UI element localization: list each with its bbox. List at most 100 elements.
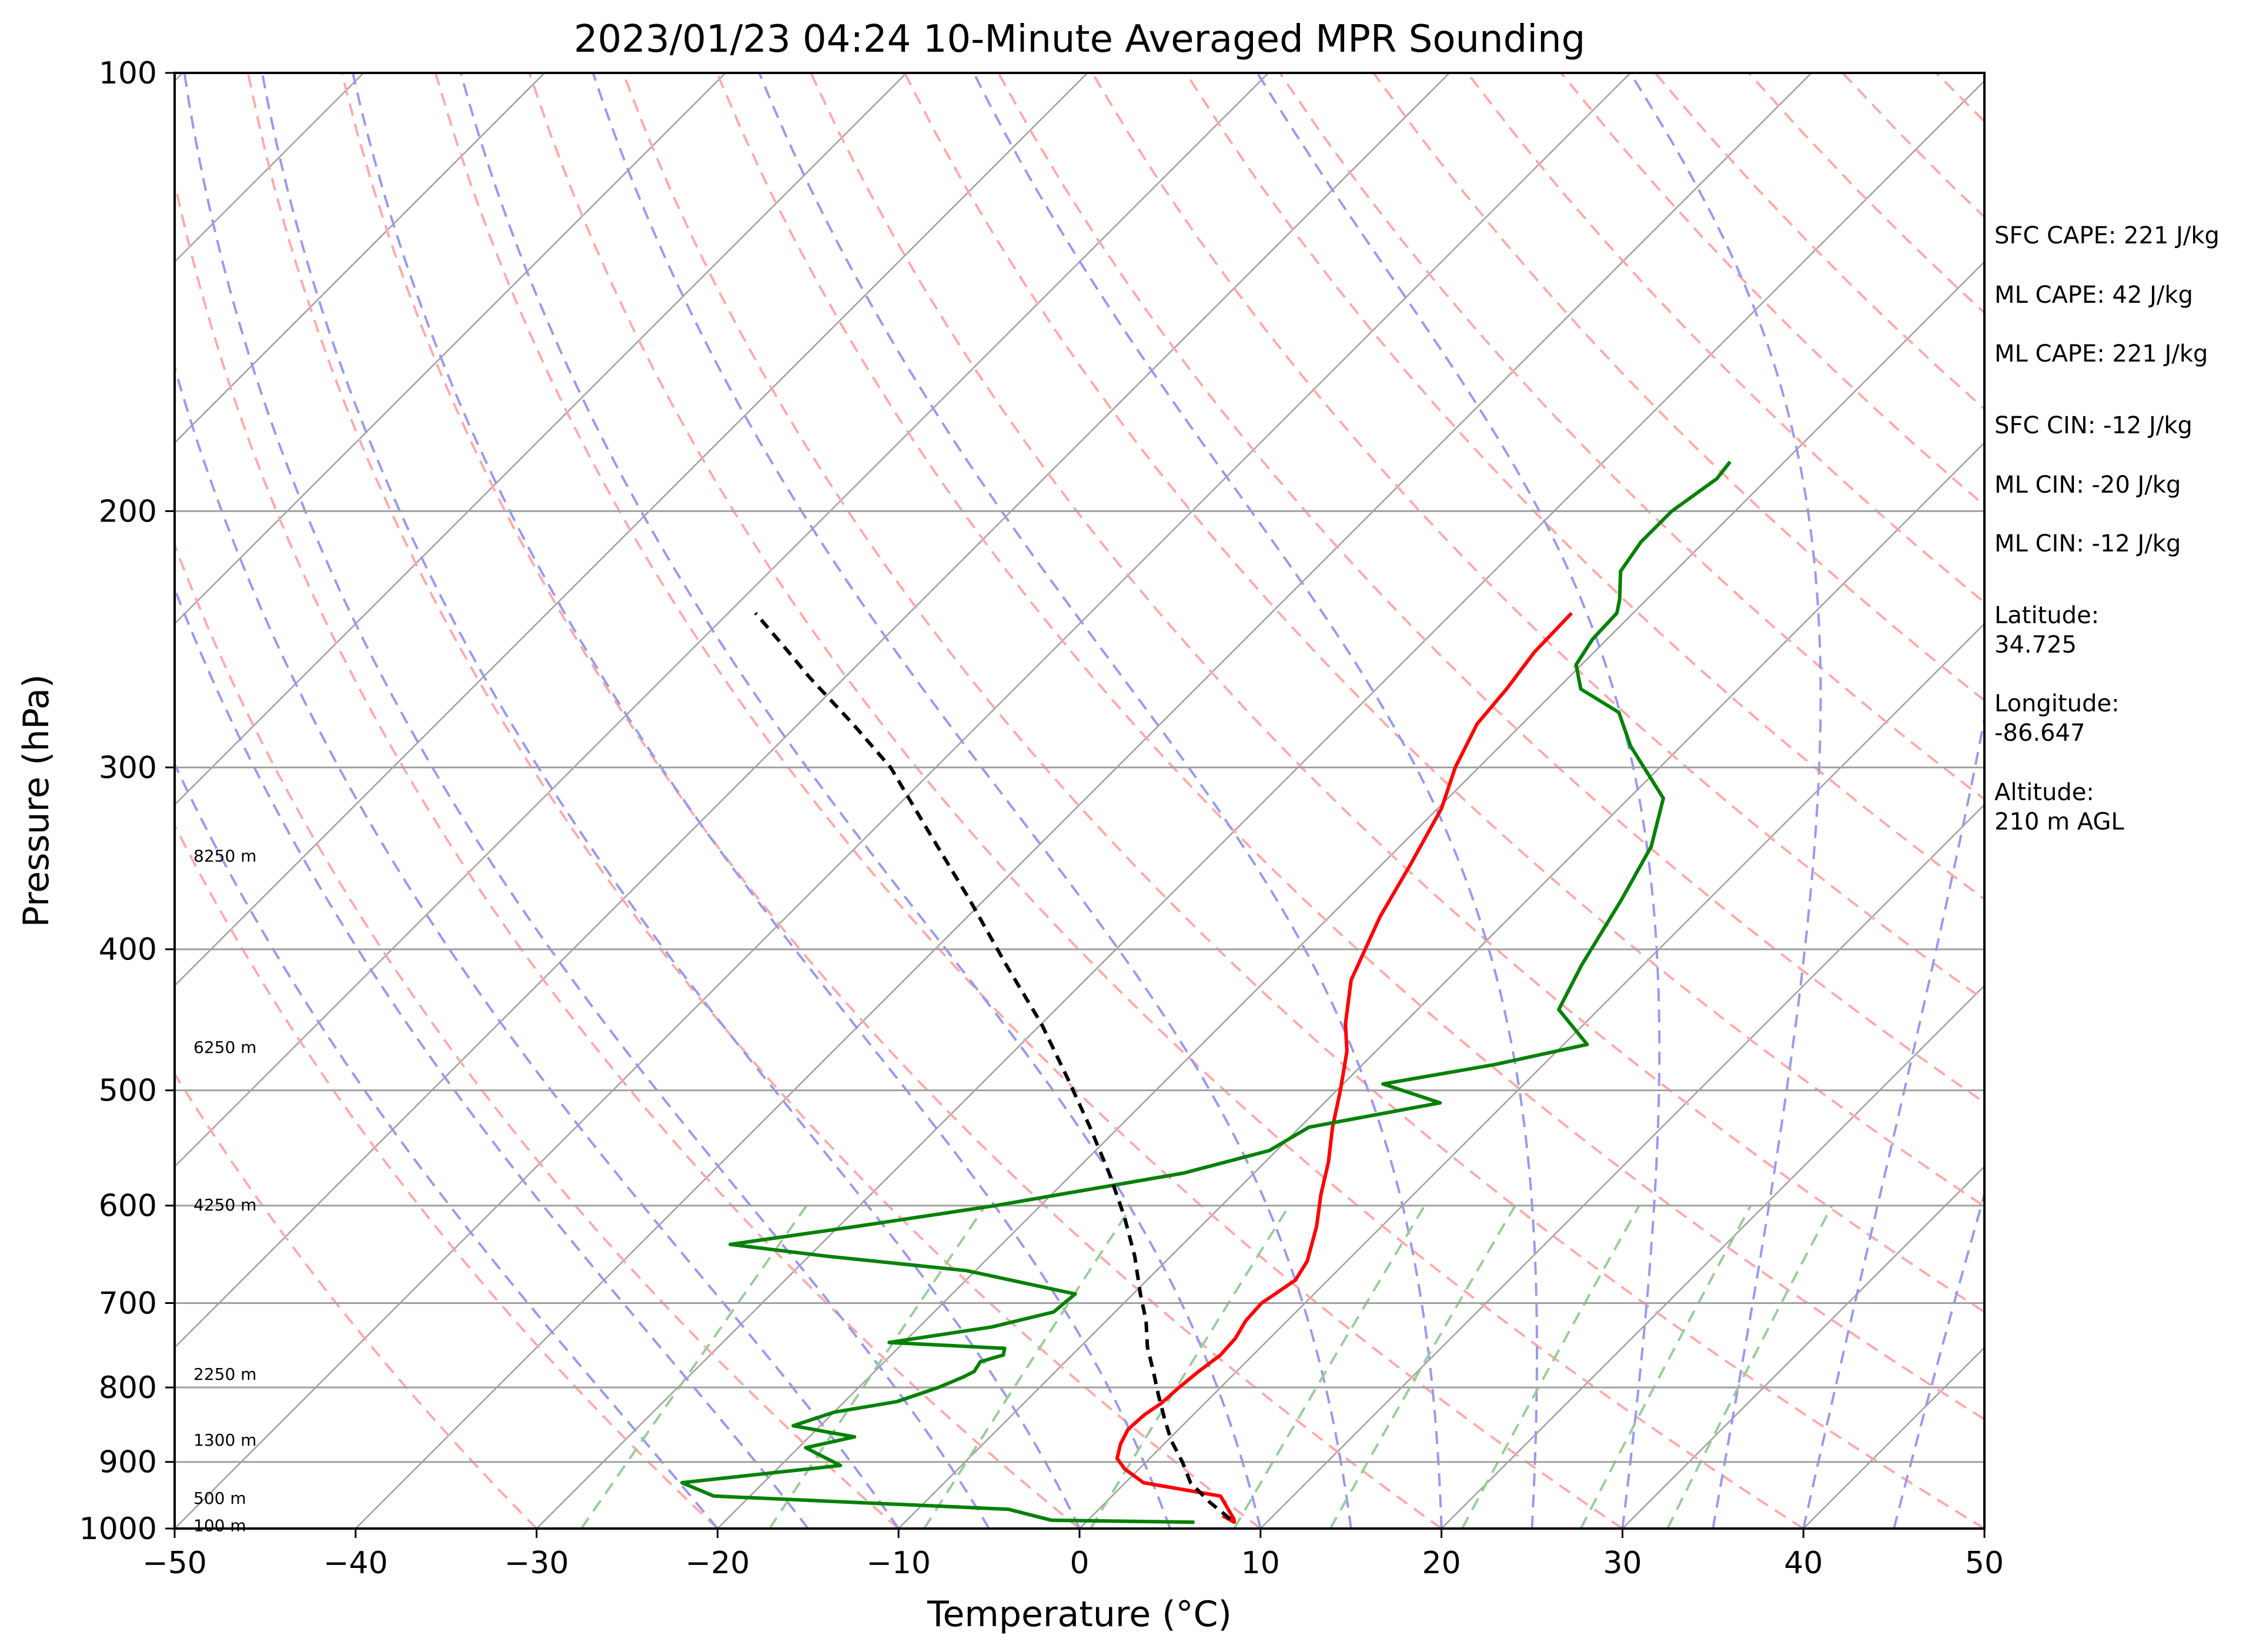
moist-adiabat-line	[175, 586, 809, 1529]
y-axis-label: Pressure (hPa)	[16, 674, 57, 927]
x-tick-label: −50	[142, 1546, 207, 1581]
dry-adiabat-line	[434, 73, 1623, 1529]
sfc-cin-text: SFC CIN: -12 J/kg	[1994, 412, 2193, 439]
dry-adiabat-line	[903, 73, 1984, 1208]
y-tick-label: 500	[99, 1074, 157, 1109]
height-label: 8250 m	[193, 847, 256, 866]
moist-adiabat-line	[1893, 1190, 1984, 1529]
dry-adiabat-line	[528, 73, 1804, 1529]
isotherm-line	[898, 442, 1984, 1529]
moist-adiabat-line	[1802, 713, 1984, 1529]
sfc-cape-text: SFC CAPE: 221 J/kg	[1994, 222, 2220, 249]
isotherm-line	[175, 73, 1088, 987]
x-tick-label: 30	[1603, 1546, 1642, 1581]
moist-adiabat-line	[175, 761, 719, 1529]
mixing-ratio-line	[1233, 1205, 1426, 1529]
mixing-ratio-line	[768, 1205, 987, 1529]
dry-adiabat-line	[175, 541, 900, 1529]
dry-adiabat-line	[246, 73, 1262, 1529]
isotherm-line	[1441, 984, 1984, 1529]
dry-adiabat-line	[175, 1071, 538, 1529]
ml-cin-text: ML CIN: -20 J/kg	[1994, 471, 2181, 499]
x-axis-label: Temperature (°C)	[927, 1594, 1232, 1635]
mixing-ratio-line	[923, 1205, 1133, 1529]
dry-adiabat-line	[997, 73, 1984, 1104]
x-tick-label: 10	[1241, 1546, 1280, 1581]
dry-adiabat-line	[340, 73, 1442, 1529]
y-tick-label: 100	[99, 56, 157, 91]
latitude-value: 34.725	[1994, 631, 2077, 658]
y-tick-label: 800	[99, 1370, 157, 1406]
isotherm-line	[355, 73, 1812, 1529]
isotherm-line	[175, 73, 1451, 1349]
isotherm-line	[175, 73, 907, 806]
data-series	[680, 460, 1732, 1524]
y-tick-label: 200	[99, 494, 157, 529]
x-tick-label: −30	[504, 1546, 569, 1581]
y-tick-label: 600	[99, 1189, 157, 1224]
moist-adiabat-line	[183, 73, 990, 1529]
y-tick-label: 900	[99, 1445, 157, 1480]
longitude-label: Longitude:	[1994, 690, 2119, 717]
parcel-line	[754, 611, 1232, 1521]
x-tick-label: −10	[866, 1546, 931, 1581]
dry-adiabat-line	[716, 73, 1984, 1421]
dry-adiabat-line	[621, 73, 1984, 1529]
isotherm-line	[1622, 1165, 1984, 1529]
isotherm-line	[175, 73, 726, 625]
dry-adiabat-line	[175, 822, 719, 1529]
isotherm-line	[175, 73, 546, 444]
dry-adiabat-line	[810, 73, 1984, 1313]
y-tick-label: 700	[99, 1286, 157, 1321]
isotherm-line	[1079, 623, 1984, 1529]
x-tick-label: 40	[1784, 1546, 1823, 1581]
mixing-ratio-line	[1329, 1205, 1516, 1529]
ml-cape-text-2: ML CAPE: 221 J/kg	[1994, 340, 2208, 367]
dry-adiabat-line	[175, 177, 1081, 1529]
y-tick-label: 400	[99, 932, 157, 968]
moist-adiabat-line	[351, 73, 1171, 1529]
moist-adiabat-line	[260, 73, 1081, 1529]
side-annotations: SFC CAPE: 221 J/kg ML CAPE: 42 J/kg ML C…	[1994, 222, 2220, 835]
height-label: 2250 m	[193, 1365, 256, 1384]
x-tick-label: 50	[1965, 1546, 2004, 1581]
y-tick-label: 300	[99, 750, 157, 785]
height-label: 6250 m	[193, 1038, 256, 1057]
moist-adiabat-line	[175, 363, 900, 1529]
ml-cin-text-2: ML CIN: -12 J/kg	[1994, 530, 2181, 557]
dry-adiabat-line	[1278, 73, 1984, 801]
temperature-line	[1115, 611, 1573, 1524]
mixing-ratio-line	[1090, 1205, 1291, 1529]
dewpoint-line	[680, 460, 1732, 1524]
isotherm-line	[175, 73, 1631, 1529]
dry-adiabat-line	[1091, 73, 1984, 1002]
altitude-label: Altitude:	[1994, 779, 2094, 806]
x-tick-label: 0	[1070, 1546, 1089, 1581]
latitude-label: Latitude:	[1994, 602, 2099, 629]
moist-adiabat-line	[1629, 73, 1822, 1529]
isotherm-line	[1259, 804, 1984, 1529]
height-label: 500 m	[193, 1489, 246, 1508]
moist-adiabat-line	[758, 73, 1443, 1529]
altitude-value: 210 m AGL	[1994, 808, 2124, 835]
moist-adiabat-line	[459, 73, 1262, 1529]
background-lines	[175, 73, 1984, 1529]
moist-adiabat-line	[592, 73, 1352, 1529]
isotherm-line	[536, 79, 1984, 1529]
ml-cape-text: ML CAPE: 42 J/kg	[1994, 282, 2193, 309]
x-tick-label: 20	[1422, 1546, 1461, 1581]
x-tick-label: −20	[686, 1546, 750, 1581]
height-label: 100 m	[193, 1516, 246, 1536]
height-labels: 100 m 500 m 1300 m 2250 m 4250 m 6250 m 8250 m	[193, 847, 256, 1536]
y-tick-label: 1000	[79, 1511, 157, 1547]
axis-ticks: −50 −40 −30 −20 −10 0 10 20 30 40 50 1000 900 800 700 6…	[79, 56, 2004, 1581]
chart-title: 2023/01/23 04:24 10-Minute Averaged MPR …	[574, 18, 1585, 61]
moist-adiabat-line	[973, 73, 1538, 1529]
longitude-value: -86.647	[1994, 720, 2085, 747]
x-tick-label: −40	[323, 1546, 388, 1581]
height-label: 1300 m	[193, 1430, 256, 1450]
height-label: 4250 m	[193, 1195, 256, 1215]
isotherm-line	[175, 73, 1269, 1168]
